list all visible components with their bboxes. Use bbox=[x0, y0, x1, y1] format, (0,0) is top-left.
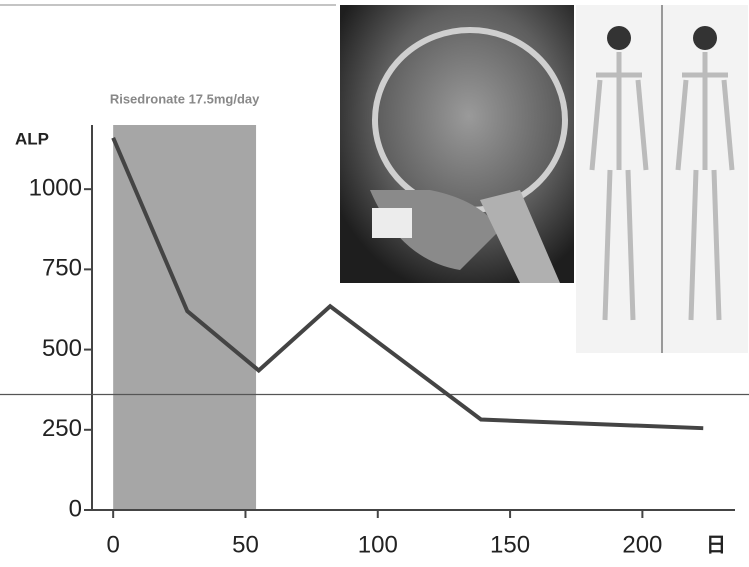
treatment-period bbox=[113, 125, 257, 510]
treatment-label: Risedronate 17.5mg/day bbox=[110, 91, 260, 106]
alp-line bbox=[111, 137, 704, 431]
x-tick-label: 150 bbox=[490, 531, 530, 558]
y-axis-label: ALP bbox=[15, 129, 49, 148]
x-tick-label: 50 bbox=[232, 531, 259, 558]
y-tick-label: 250 bbox=[42, 415, 82, 442]
y-tick-label: 500 bbox=[42, 335, 82, 362]
x-tick-label: 0 bbox=[106, 531, 119, 558]
y-tick-label: 1000 bbox=[29, 175, 82, 202]
x-tick-label: 200 bbox=[622, 531, 662, 558]
x-tick-label: 100 bbox=[358, 531, 398, 558]
y-tick-label: 750 bbox=[42, 255, 82, 282]
x-axis-label: 日 bbox=[706, 534, 726, 556]
y-tick-label: 0 bbox=[69, 495, 82, 522]
x-ray-image bbox=[340, 5, 574, 283]
bone-scan-image bbox=[576, 5, 748, 353]
